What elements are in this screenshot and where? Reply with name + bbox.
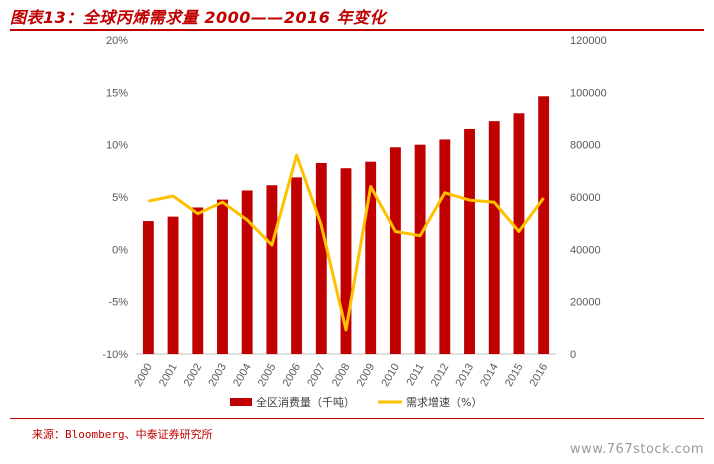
bar — [241, 190, 253, 354]
bar — [142, 221, 154, 354]
bar — [513, 113, 525, 355]
right-tick-label: 40000 — [570, 244, 601, 256]
x-tick-label: 2010 — [379, 362, 402, 389]
x-tick-label: 2002 — [182, 362, 205, 389]
right-tick-label: 100000 — [570, 87, 607, 99]
x-tick-label: 2005 — [256, 362, 279, 389]
bar — [192, 207, 204, 354]
x-tick-label: 2015 — [503, 362, 526, 389]
x-tick-label: 2000 — [132, 362, 155, 389]
left-tick-label: -5% — [108, 297, 128, 309]
right-tick-label: 120000 — [570, 35, 607, 47]
bar — [291, 177, 303, 354]
legend-bar-label: 全区消费量（千吨） — [256, 395, 355, 409]
x-tick-label: 2001 — [157, 362, 180, 389]
right-tick-label: 80000 — [570, 140, 601, 152]
x-tick-label: 2006 — [281, 362, 304, 389]
bar — [488, 121, 500, 354]
left-tick-label: 15% — [106, 87, 128, 99]
chart-area: -10% -5% 0% 5% 10% 15% 20% 0 20000 40000 60000 800… — [102, 35, 607, 409]
bar — [167, 216, 179, 354]
bar — [365, 161, 377, 354]
bar — [315, 162, 327, 354]
watermark: www.767stock.com — [569, 442, 704, 457]
source-note: 来源：Bloomberg、中泰证券研究所 — [32, 428, 213, 441]
bar — [464, 128, 475, 354]
x-tick-label: 2007 — [305, 362, 328, 389]
left-tick-label: -10% — [102, 349, 128, 361]
bar — [414, 144, 426, 354]
x-tick-label: 2008 — [330, 362, 353, 389]
left-tick-label: 5% — [112, 192, 128, 204]
x-tick-label: 2012 — [429, 362, 452, 389]
legend: 全区消费量（千吨） 需求增速（%） — [230, 395, 482, 409]
bar — [439, 139, 451, 354]
bar-series — [142, 96, 550, 355]
x-tick-label: 2013 — [453, 362, 476, 389]
bar — [538, 96, 550, 354]
figure-title: 图表13：全球丙烯需求量 2000——2016 年变化 — [10, 8, 386, 27]
x-tick-label: 2004 — [231, 362, 254, 389]
left-axis: -10% -5% 0% 5% 10% 15% 20% — [102, 35, 128, 361]
right-tick-label: 60000 — [570, 192, 601, 204]
left-tick-label: 0% — [112, 244, 128, 256]
x-tick-label: 2003 — [206, 362, 229, 389]
growth-line — [148, 153, 545, 332]
left-tick-label: 20% — [106, 35, 128, 47]
title-rule — [10, 29, 704, 31]
right-tick-label: 0 — [570, 349, 576, 361]
left-tick-label: 10% — [106, 140, 128, 152]
x-tick-label: 2009 — [355, 362, 378, 389]
bar — [340, 168, 352, 354]
legend-bar-swatch — [230, 398, 252, 406]
right-axis: 0 20000 40000 60000 80000 100000 120000 — [570, 35, 607, 361]
x-tick-label: 2011 — [404, 362, 426, 388]
bar — [266, 185, 278, 354]
source-rule — [10, 418, 704, 419]
x-tick-label: 2014 — [478, 362, 501, 389]
x-axis: 2000 2001 2002 2003 2004 2005 2006 2007 2008 2009… — [132, 362, 550, 389]
bar — [389, 147, 401, 354]
x-tick-label: 2016 — [528, 362, 551, 389]
bar — [217, 199, 228, 354]
legend-line-label: 需求增速（%） — [406, 395, 482, 409]
right-tick-label: 20000 — [570, 297, 601, 309]
